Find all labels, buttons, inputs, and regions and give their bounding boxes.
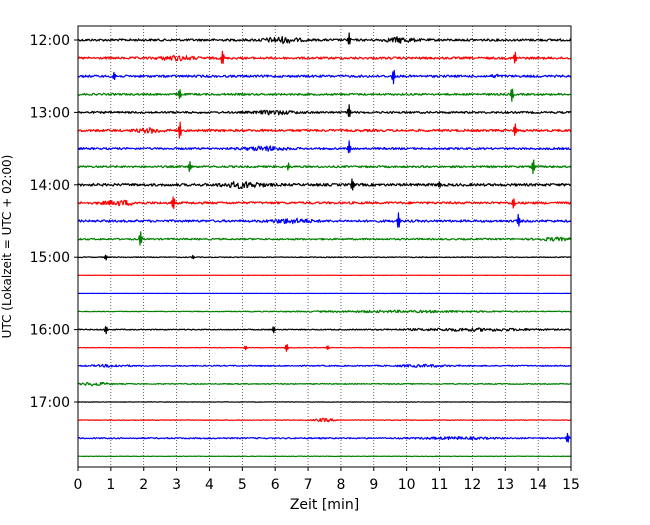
trace-1615	[78, 344, 571, 351]
trace-1645	[78, 382, 571, 386]
trace-1230	[78, 70, 571, 83]
trace-1430	[78, 213, 571, 227]
x-axis-label: Zeit [min]	[290, 497, 359, 513]
trace-1730	[78, 433, 571, 442]
trace-1445	[78, 232, 571, 245]
y-tick-label: 17:00	[30, 395, 70, 411]
seismogram-traces	[78, 33, 571, 457]
x-tick-label: 4	[205, 477, 214, 493]
x-tick-label: 6	[271, 477, 280, 493]
trace-1245	[78, 89, 571, 101]
x-tick-label: 15	[562, 477, 580, 493]
x-tick-label: 7	[304, 477, 313, 493]
x-tick-label: 14	[529, 477, 547, 493]
trace-1300	[78, 105, 571, 117]
trace-1600	[78, 327, 571, 334]
trace-1400	[78, 179, 571, 190]
y-axis-ticks: 12:00 13:00 14:00 15:00 16:00 17:00	[30, 33, 78, 411]
y-tick-label: 16:00	[30, 323, 70, 339]
trace-1715	[78, 418, 571, 421]
trace-1415	[78, 197, 571, 209]
grid-lines	[111, 26, 538, 467]
x-tick-label: 9	[369, 477, 378, 493]
y-tick-label: 15:00	[30, 250, 70, 266]
x-tick-label: 5	[238, 477, 247, 493]
x-tick-label: 3	[172, 477, 181, 493]
trace-1345	[78, 160, 571, 173]
y-axis-label: UTC (Lokalzeit = UTC + 02:00)	[0, 155, 14, 339]
x-tick-label: 10	[398, 477, 416, 493]
x-tick-label: 0	[74, 477, 83, 493]
y-tick-label: 13:00	[30, 105, 70, 121]
trace-1545	[78, 310, 571, 312]
y-tick-label: 14:00	[30, 178, 70, 194]
trace-1315	[78, 122, 571, 138]
x-tick-label: 11	[431, 477, 449, 493]
x-tick-label: 2	[139, 477, 148, 493]
trace-1215	[78, 51, 571, 63]
trace-1630	[78, 364, 571, 367]
x-tick-label: 8	[336, 477, 345, 493]
trace-1330	[78, 141, 571, 153]
x-tick-label: 13	[496, 477, 514, 493]
trace-1200	[78, 33, 571, 44]
x-tick-label: 12	[463, 477, 481, 493]
x-tick-label: 1	[106, 477, 115, 493]
trace-1500	[78, 255, 571, 260]
plot-frame	[78, 26, 571, 467]
y-tick-label: 12:00	[30, 33, 70, 49]
